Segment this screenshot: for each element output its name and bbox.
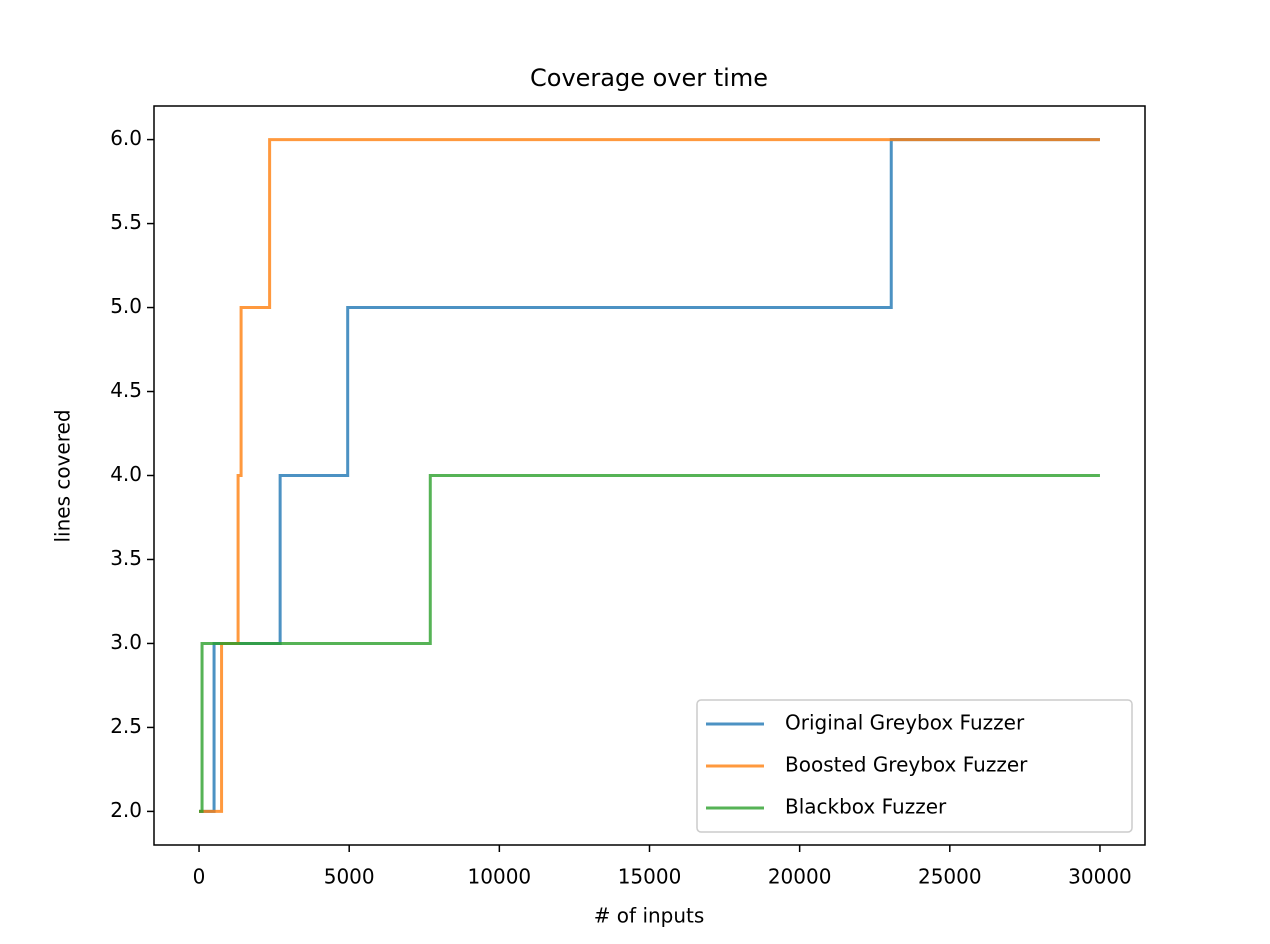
plot-frame — [153, 105, 1146, 846]
y-tick-label: 3.0 — [110, 630, 142, 654]
y-axis-label: lines covered — [51, 409, 75, 542]
line-series — [199, 474, 1100, 813]
y-tick-label: 4.5 — [110, 378, 142, 402]
y-tick-label: 6.0 — [110, 126, 142, 150]
legend-box — [696, 699, 1133, 833]
x-axis-label: # of inputs — [594, 904, 705, 928]
legend-label: Original Greybox Fuzzer — [785, 711, 1025, 735]
x-tick-label: 15000 — [618, 865, 682, 889]
y-tick-label: 2.5 — [110, 714, 142, 738]
x-tick-label: 10000 — [468, 865, 532, 889]
x-tick-label: 20000 — [768, 865, 832, 889]
y-tick-label: 2.0 — [110, 798, 142, 822]
x-tick-label: 25000 — [918, 865, 982, 889]
chart-title: Coverage over time — [530, 64, 768, 92]
y-tick-label: 5.0 — [110, 294, 142, 318]
y-tick-label: 4.0 — [110, 462, 142, 486]
y-tick-label: 5.5 — [110, 210, 142, 234]
x-tick-label: 0 — [193, 865, 206, 889]
legend-label: Boosted Greybox Fuzzer — [785, 753, 1028, 777]
x-tick-label: 30000 — [1068, 865, 1132, 889]
legend-label: Blackbox Fuzzer — [785, 795, 947, 819]
y-tick-label: 3.5 — [110, 546, 142, 570]
line-series — [199, 138, 1100, 813]
line-series — [199, 138, 1100, 813]
x-tick-label: 5000 — [324, 865, 375, 889]
